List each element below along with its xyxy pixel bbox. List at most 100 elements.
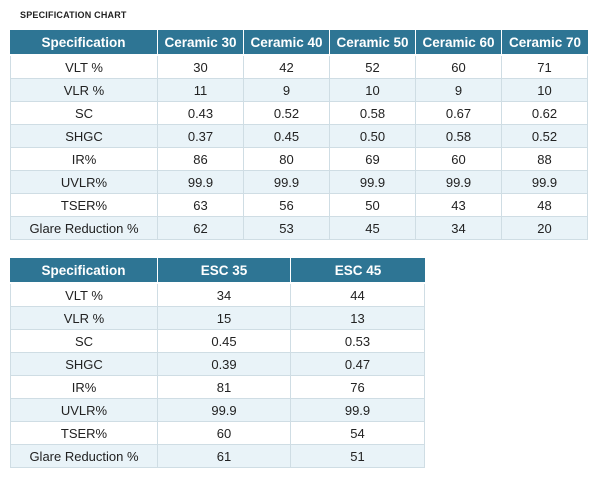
header-row: Specification Ceramic 30 Ceramic 40 Ceramic… [10, 30, 588, 56]
row-label-cell: TSER% [10, 422, 158, 445]
value-cell: 63 [158, 194, 244, 217]
row-label-cell: SC [10, 102, 158, 125]
value-cell: 50 [330, 194, 416, 217]
value-cell: 54 [291, 422, 425, 445]
table-row: SHGC 0.37 0.45 0.50 0.58 0.52 [10, 125, 588, 148]
value-cell: 99.9 [416, 171, 502, 194]
value-cell: 43 [416, 194, 502, 217]
page-title: SPECIFICATION CHART [20, 10, 127, 20]
row-label-cell: VLR % [10, 79, 158, 102]
table-row: SC 0.45 0.53 [10, 330, 425, 353]
row-label-cell: VLR % [10, 307, 158, 330]
value-cell: 99.9 [158, 399, 291, 422]
value-cell: 20 [502, 217, 588, 240]
table-row: VLR % 15 13 [10, 307, 425, 330]
row-label-cell: SHGC [10, 353, 158, 376]
value-cell: 99.9 [330, 171, 416, 194]
value-cell: 0.62 [502, 102, 588, 125]
value-cell: 30 [158, 56, 244, 79]
column-header: Specification [10, 30, 158, 56]
value-cell: 86 [158, 148, 244, 171]
value-cell: 52 [330, 56, 416, 79]
value-cell: 45 [330, 217, 416, 240]
value-cell: 0.67 [416, 102, 502, 125]
value-cell: 56 [244, 194, 330, 217]
column-header: Specification [10, 258, 158, 284]
table-row: UVLR% 99.9 99.9 99.9 99.9 99.9 [10, 171, 588, 194]
value-cell: 81 [158, 376, 291, 399]
value-cell: 0.45 [244, 125, 330, 148]
esc-spec-table: Specification ESC 35 ESC 45 VLT % 34 44 VLR %… [10, 258, 425, 468]
value-cell: 0.58 [330, 102, 416, 125]
table-row: IR% 86 80 69 60 88 [10, 148, 588, 171]
value-cell: 60 [416, 56, 502, 79]
value-cell: 61 [158, 445, 291, 468]
value-cell: 13 [291, 307, 425, 330]
value-cell: 0.58 [416, 125, 502, 148]
esc-table-body: VLT % 34 44 VLR % 15 13 SC 0.45 0.53 SHGC 0.39 0.47… [10, 284, 425, 468]
value-cell: 76 [291, 376, 425, 399]
value-cell: 88 [502, 148, 588, 171]
ceramic-table-header: Specification Ceramic 30 Ceramic 40 Ceramic… [10, 30, 588, 56]
row-label-cell: IR% [10, 148, 158, 171]
column-header: Ceramic 40 [244, 30, 330, 56]
row-label-cell: Glare Reduction % [10, 445, 158, 468]
value-cell: 53 [244, 217, 330, 240]
value-cell: 34 [416, 217, 502, 240]
value-cell: 44 [291, 284, 425, 307]
column-header: Ceramic 50 [330, 30, 416, 56]
value-cell: 99.9 [502, 171, 588, 194]
table-row: SHGC 0.39 0.47 [10, 353, 425, 376]
table-row: TSER% 60 54 [10, 422, 425, 445]
value-cell: 10 [502, 79, 588, 102]
column-header: ESC 45 [291, 258, 425, 284]
row-label-cell: TSER% [10, 194, 158, 217]
row-label-cell: UVLR% [10, 399, 158, 422]
row-label-cell: SC [10, 330, 158, 353]
table-row: TSER% 63 56 50 43 48 [10, 194, 588, 217]
value-cell: 0.50 [330, 125, 416, 148]
table-row: VLR % 11 9 10 9 10 [10, 79, 588, 102]
column-header: ESC 35 [158, 258, 291, 284]
header-row: Specification ESC 35 ESC 45 [10, 258, 425, 284]
value-cell: 60 [158, 422, 291, 445]
value-cell: 15 [158, 307, 291, 330]
row-label-cell: VLT % [10, 284, 158, 307]
value-cell: 0.52 [244, 102, 330, 125]
value-cell: 9 [244, 79, 330, 102]
value-cell: 69 [330, 148, 416, 171]
esc-table-header: Specification ESC 35 ESC 45 [10, 258, 425, 284]
value-cell: 0.39 [158, 353, 291, 376]
row-label-cell: Glare Reduction % [10, 217, 158, 240]
value-cell: 34 [158, 284, 291, 307]
value-cell: 0.43 [158, 102, 244, 125]
value-cell: 0.53 [291, 330, 425, 353]
value-cell: 99.9 [244, 171, 330, 194]
value-cell: 10 [330, 79, 416, 102]
value-cell: 60 [416, 148, 502, 171]
row-label-cell: VLT % [10, 56, 158, 79]
value-cell: 0.45 [158, 330, 291, 353]
ceramic-table-body: VLT % 30 42 52 60 71 VLR % 11 9 10 9 10 SC 0.43 0.52 0.… [10, 56, 588, 240]
row-label-cell: SHGC [10, 125, 158, 148]
table-row: IR% 81 76 [10, 376, 425, 399]
value-cell: 99.9 [158, 171, 244, 194]
value-cell: 0.52 [502, 125, 588, 148]
value-cell: 42 [244, 56, 330, 79]
value-cell: 51 [291, 445, 425, 468]
value-cell: 11 [158, 79, 244, 102]
table-row: SC 0.43 0.52 0.58 0.67 0.62 [10, 102, 588, 125]
row-label-cell: UVLR% [10, 171, 158, 194]
column-header: Ceramic 60 [416, 30, 502, 56]
value-cell: 0.37 [158, 125, 244, 148]
value-cell: 80 [244, 148, 330, 171]
column-header: Ceramic 70 [502, 30, 588, 56]
value-cell: 99.9 [291, 399, 425, 422]
table-row: VLT % 30 42 52 60 71 [10, 56, 588, 79]
value-cell: 48 [502, 194, 588, 217]
value-cell: 62 [158, 217, 244, 240]
value-cell: 9 [416, 79, 502, 102]
value-cell: 0.47 [291, 353, 425, 376]
table-row: Glare Reduction % 61 51 [10, 445, 425, 468]
column-header: Ceramic 30 [158, 30, 244, 56]
